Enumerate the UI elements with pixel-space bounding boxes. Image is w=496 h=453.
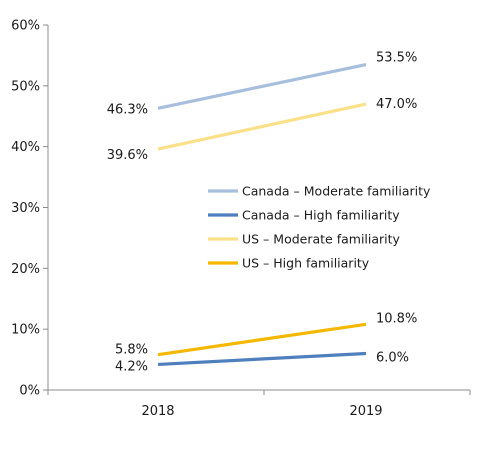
series-line-3 [157, 322, 367, 357]
data-label: 5.8% [115, 343, 148, 358]
data-label: 53.5% [376, 51, 417, 66]
y-tick-label: 10% [11, 323, 40, 338]
y-tick-label: 40% [11, 140, 40, 155]
y-tick-label: 20% [11, 262, 40, 277]
legend-label-0: Canada – Moderate familiarity [242, 184, 431, 199]
y-tick-label: 0% [19, 384, 40, 399]
legend-label-3: US – High familiarity [242, 256, 370, 271]
data-label: 10.8% [376, 311, 417, 326]
data-label: 4.2% [115, 359, 148, 374]
data-label: 39.6% [107, 148, 148, 163]
legend: Canada – Moderate familiarity Canada – Hi… [208, 184, 431, 271]
series-line-1 [157, 351, 367, 367]
series-line-2 [157, 102, 367, 151]
series-line-0 [157, 62, 367, 110]
data-labels: 46.3% 53.5% 4.2% 6.0% 39.6% 47.0% 5.8% 10.8% [107, 51, 418, 375]
axes: 0% 10% 20% 30% 40% 50% 60% 2018 2019 [11, 19, 471, 419]
x-tick-label: 2018 [141, 404, 174, 419]
data-label: 47.0% [376, 97, 417, 112]
x-tick-label: 2019 [349, 404, 382, 419]
y-tick-label: 60% [11, 19, 40, 34]
y-tick-label: 30% [11, 201, 40, 216]
data-label: 46.3% [107, 102, 148, 117]
data-label: 6.0% [376, 351, 409, 366]
legend-label-2: US – Moderate familiarity [242, 232, 401, 247]
legend-label-1: Canada – High familiarity [242, 208, 400, 223]
y-tick-label: 50% [11, 79, 40, 94]
series-lines [157, 62, 367, 367]
